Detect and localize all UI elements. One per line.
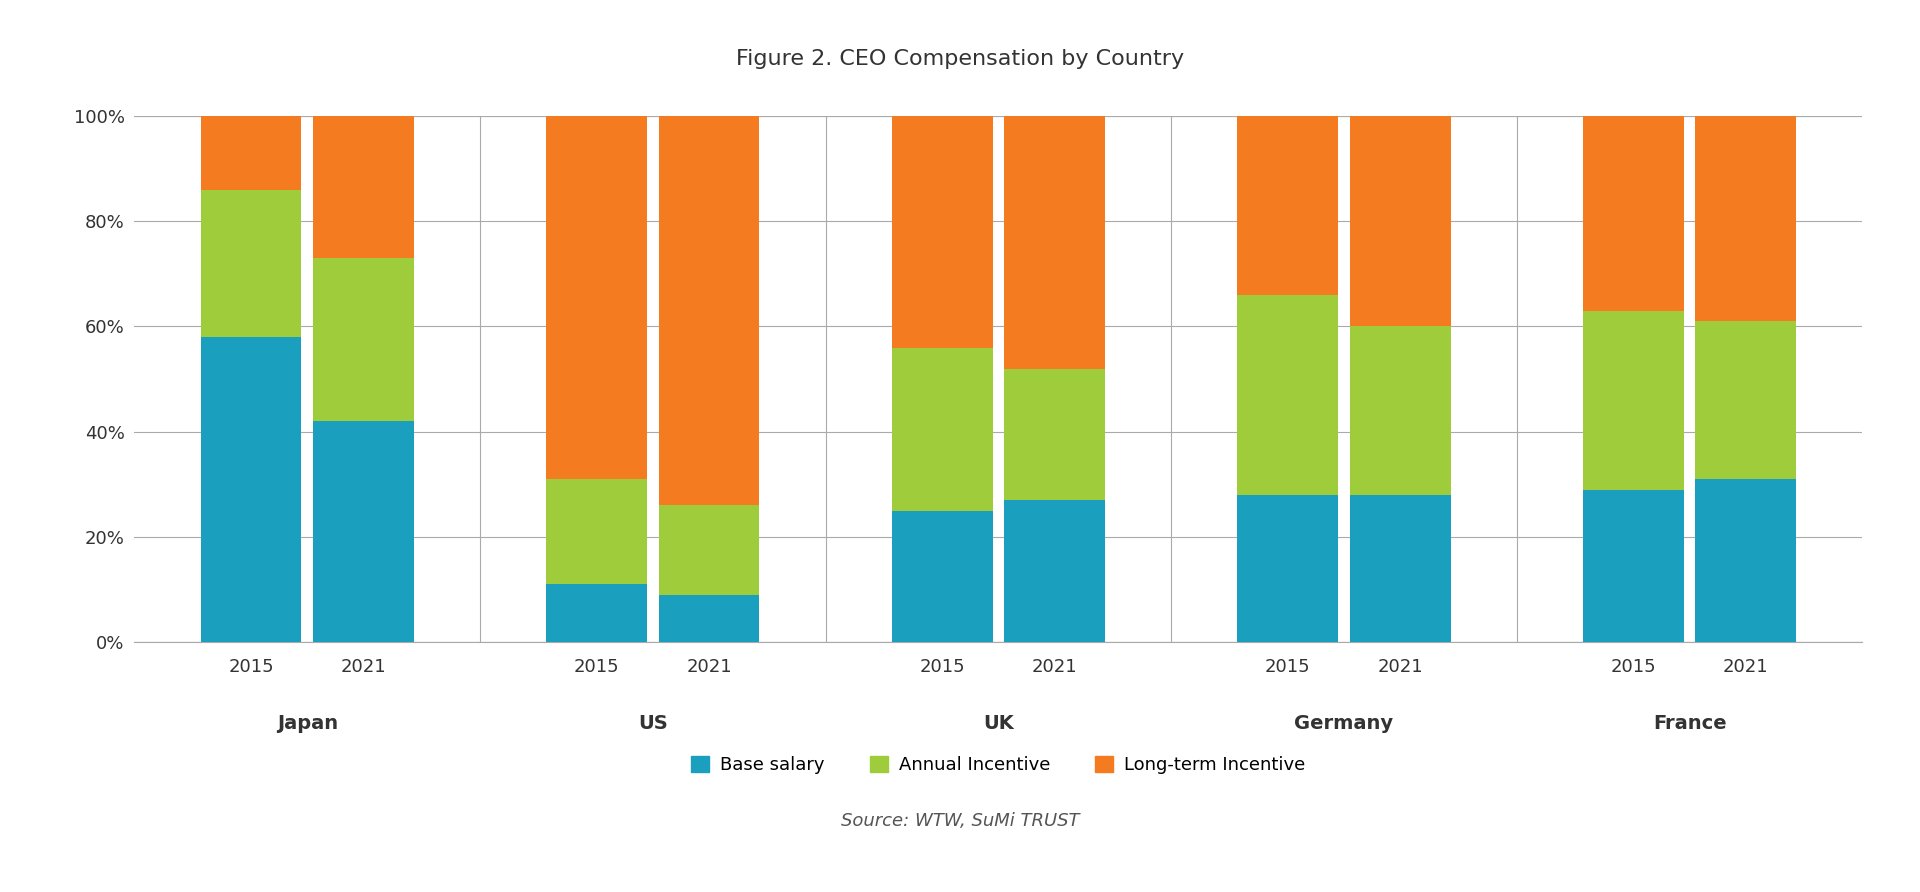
Bar: [200, 190, 301, 337]
Bar: [1582, 310, 1684, 490]
Bar: [1582, 490, 1684, 642]
Bar: [1582, 116, 1684, 310]
Bar: [1236, 495, 1338, 642]
Text: Germany: Germany: [1294, 714, 1394, 733]
Bar: [1695, 479, 1797, 642]
Bar: [893, 116, 993, 348]
Text: France: France: [1653, 714, 1726, 733]
Bar: [1004, 116, 1106, 368]
Text: US: US: [637, 714, 668, 733]
Bar: [659, 116, 760, 506]
Text: Figure 2. CEO Compensation by Country: Figure 2. CEO Compensation by Country: [735, 49, 1185, 69]
Text: UK: UK: [983, 714, 1014, 733]
Bar: [893, 348, 993, 510]
Legend: Base salary, Annual Incentive, Long-term Incentive: Base salary, Annual Incentive, Long-term…: [682, 747, 1315, 783]
Bar: [1350, 116, 1450, 326]
Bar: [1695, 116, 1797, 321]
Bar: [1350, 326, 1450, 495]
Bar: [200, 337, 301, 642]
Bar: [659, 506, 760, 595]
Bar: [1236, 116, 1338, 295]
Bar: [313, 421, 415, 642]
Bar: [313, 258, 415, 421]
Bar: [1350, 495, 1450, 642]
Bar: [545, 479, 647, 584]
Bar: [1236, 295, 1338, 495]
Bar: [1004, 500, 1106, 642]
Bar: [313, 116, 415, 258]
Bar: [659, 595, 760, 642]
Bar: [545, 116, 647, 479]
Bar: [1004, 368, 1106, 500]
Bar: [200, 116, 301, 190]
Bar: [893, 510, 993, 642]
Bar: [545, 584, 647, 642]
Text: Japan: Japan: [276, 714, 338, 733]
Bar: [1695, 321, 1797, 479]
Text: Source: WTW, SuMi TRUST: Source: WTW, SuMi TRUST: [841, 812, 1079, 830]
